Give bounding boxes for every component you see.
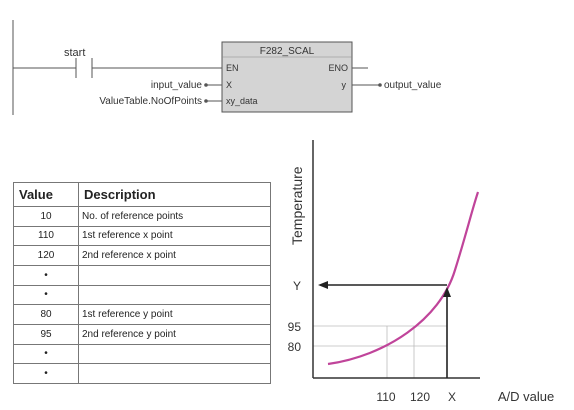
y-tick-95: 95	[288, 320, 302, 334]
cell-value: 80	[13, 304, 79, 325]
table-row: •	[13, 284, 271, 306]
header-description: Description	[78, 182, 271, 207]
cell-value: 95	[13, 323, 79, 345]
function-block[interactable]	[221, 41, 353, 113]
header-value: Value	[13, 182, 79, 207]
cell-value: 10	[13, 206, 79, 227]
cell-value: •	[13, 343, 79, 365]
x-tick-110: 110	[376, 390, 395, 404]
input-xy-dot	[204, 99, 208, 103]
cell-description: 2nd reference x point	[78, 245, 271, 266]
pin-y-label: y	[342, 80, 347, 90]
input-x-dot	[204, 83, 208, 87]
output-value-label: output_value	[384, 80, 442, 91]
cell-description: 1st reference y point	[78, 304, 271, 325]
cell-value: •	[13, 284, 79, 306]
cell-description	[78, 284, 271, 306]
table-row: 95 2nd reference y point	[13, 323, 271, 345]
cell-description	[78, 264, 271, 286]
horizontal-arrow-head	[318, 281, 328, 289]
pin-x-label: X	[226, 80, 232, 90]
pin-en-label: EN	[226, 63, 239, 73]
y-tick-80: 80	[288, 340, 302, 354]
reference-value-table: Value Description 10 No. of reference poi…	[13, 182, 271, 384]
table-row: 120 2nd reference x point	[13, 245, 271, 266]
contact-start-label: start	[64, 47, 85, 59]
table-header-row: Value Description	[13, 182, 271, 207]
y-tick-y: Y	[293, 279, 301, 293]
cell-description	[78, 343, 271, 365]
output-y-dot	[378, 83, 382, 87]
cell-description: 1st reference x point	[78, 225, 271, 247]
y-axis-label: Temperature	[289, 166, 305, 245]
table-row: •	[13, 343, 271, 365]
vertical-arrow-head	[443, 287, 451, 297]
cell-value: 120	[13, 245, 79, 266]
cell-description: No. of reference points	[78, 206, 271, 227]
x-tick-x: X	[448, 390, 456, 404]
table-row: •	[13, 363, 271, 384]
valuetable-label: ValueTable.NoOfPoints	[99, 96, 202, 107]
scaling-curve	[327, 191, 480, 366]
function-block-title: F282_SCAL	[260, 46, 315, 57]
cell-description: 2nd reference y point	[78, 323, 271, 345]
cell-value: •	[13, 363, 79, 384]
table-row: 80 1st reference y point	[13, 304, 271, 325]
pin-eno-label: ENO	[328, 63, 348, 73]
ladder-diagram: start F282_SCAL EN ENO X y xy_data input…	[12, 20, 442, 115]
input-value-label: input_value	[151, 80, 203, 91]
x-axis-label: A/D value	[498, 389, 554, 404]
pin-xy-data-label: xy_data	[226, 96, 258, 106]
cell-value: 110	[13, 225, 79, 247]
table-row: •	[13, 264, 271, 286]
table-row: 10 No. of reference points	[13, 206, 271, 227]
cell-description	[78, 363, 271, 384]
scaling-graph: Temperature Y 95 80 110 120 X A/D value	[288, 140, 554, 404]
cell-value: •	[13, 264, 79, 286]
x-tick-120: 120	[410, 390, 430, 404]
table-row: 110 1st reference x point	[13, 225, 271, 247]
